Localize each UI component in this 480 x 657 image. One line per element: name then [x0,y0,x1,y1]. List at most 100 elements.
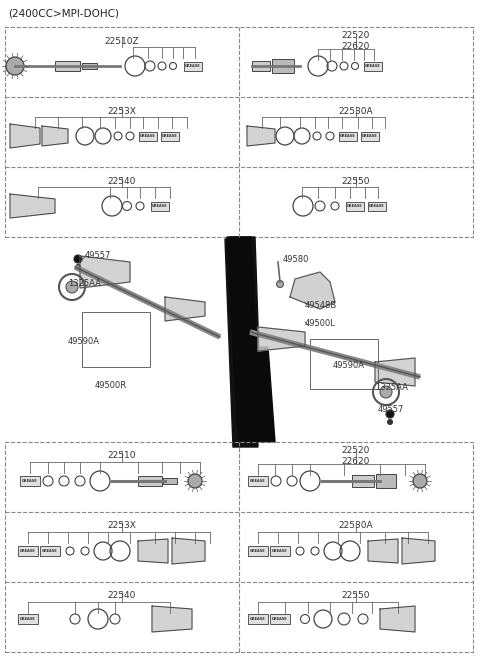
Bar [163,478,177,484]
Polygon shape [10,194,55,218]
Polygon shape [258,327,305,351]
Text: GREASE: GREASE [250,479,266,483]
Circle shape [6,57,24,75]
Polygon shape [42,126,68,146]
Bar [82,312,150,367]
Text: GREASE: GREASE [347,204,363,208]
Text: 1325AA: 1325AA [68,279,101,288]
Bar [368,202,386,210]
Text: 49580: 49580 [283,254,310,263]
Bar [376,474,396,488]
Polygon shape [244,347,275,442]
Bar [20,476,40,486]
Bar [161,131,179,141]
Bar [364,62,382,70]
Bar [248,614,268,624]
Text: GREASE: GREASE [250,617,266,621]
Polygon shape [227,237,262,439]
Polygon shape [165,297,205,321]
Circle shape [66,281,78,293]
Bar [18,614,38,624]
Text: 22540: 22540 [108,591,136,600]
Text: GREASE: GREASE [250,549,266,553]
Text: 49557: 49557 [378,405,404,413]
Text: GREASE: GREASE [20,617,36,621]
Circle shape [188,474,202,488]
Text: GREASE: GREASE [185,64,201,68]
Bar [270,546,290,556]
Text: GREASE: GREASE [369,204,385,208]
Bar [248,476,268,486]
Text: 22530A: 22530A [339,106,373,116]
Bar [139,131,157,141]
Text: GREASE: GREASE [22,479,38,483]
Bar [138,476,162,486]
Bar [5,442,473,652]
Circle shape [413,474,427,488]
Text: GREASE: GREASE [20,549,36,553]
Text: 22520
22620: 22520 22620 [342,32,370,51]
Text: 22510Z: 22510Z [105,37,139,45]
Text: GREASE: GREASE [42,549,58,553]
Text: 49590A: 49590A [333,361,365,369]
Text: 2253X: 2253X [108,522,136,530]
Circle shape [380,386,392,398]
Text: 22550: 22550 [342,177,370,185]
Bar [270,614,290,624]
Bar [310,339,378,389]
Polygon shape [290,272,335,309]
Text: 1325AA: 1325AA [375,382,408,392]
Polygon shape [247,126,275,146]
Text: GREASE: GREASE [140,134,156,138]
Text: 22520
22620: 22520 22620 [342,446,370,466]
Text: GREASE: GREASE [340,134,356,138]
Text: 22510: 22510 [108,451,136,461]
Circle shape [276,281,284,288]
Text: 22540: 22540 [108,177,136,185]
Text: 2253X: 2253X [108,106,136,116]
Text: GREASE: GREASE [362,134,378,138]
Polygon shape [10,124,40,148]
Circle shape [387,420,393,424]
Bar [272,59,294,73]
Polygon shape [230,237,262,442]
Text: 49500L: 49500L [305,319,336,328]
Text: GREASE: GREASE [272,617,288,621]
Bar [339,131,357,141]
Polygon shape [80,256,130,288]
Text: 49548B: 49548B [305,300,337,309]
Text: 49590A: 49590A [68,338,100,346]
Bar [252,61,270,71]
Text: GREASE: GREASE [365,64,381,68]
Circle shape [386,410,394,418]
Text: 22550: 22550 [342,591,370,600]
Polygon shape [138,539,168,563]
Text: GREASE: GREASE [152,204,168,208]
Bar [18,546,38,556]
Polygon shape [152,606,192,632]
Bar [352,475,374,487]
Bar [184,62,202,70]
Bar [82,63,97,69]
Polygon shape [172,538,205,564]
Text: 22530A: 22530A [339,522,373,530]
Text: 49500R: 49500R [95,380,127,390]
Text: GREASE: GREASE [272,549,288,553]
Circle shape [75,265,81,269]
Polygon shape [380,606,415,632]
Text: (2400CC>MPI-DOHC): (2400CC>MPI-DOHC) [8,8,119,18]
Polygon shape [375,358,415,386]
Circle shape [74,255,82,263]
Bar [346,202,364,210]
Bar [248,546,268,556]
Polygon shape [402,538,435,564]
Polygon shape [368,539,398,563]
Bar [40,546,60,556]
Polygon shape [225,239,258,447]
Bar [361,131,379,141]
Text: GREASE: GREASE [162,134,178,138]
Bar [55,61,80,71]
Bar [151,202,169,210]
Bar [5,27,473,237]
Text: 49557: 49557 [85,250,111,260]
